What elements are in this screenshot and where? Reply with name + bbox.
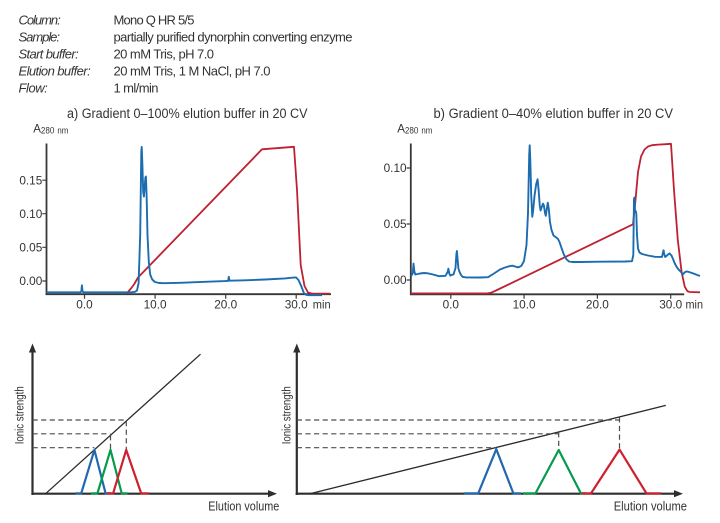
svg-text:0.15: 0.15: [19, 173, 42, 187]
svg-text:Sample:: Sample:: [19, 29, 61, 44]
svg-text:Flow:: Flow:: [19, 81, 49, 96]
svg-text:0.00: 0.00: [19, 274, 42, 288]
svg-text:min: min: [313, 297, 331, 311]
svg-text:0.0: 0.0: [443, 297, 460, 311]
svg-text:30.0: 30.0: [659, 297, 682, 311]
svg-text:10.0: 10.0: [144, 297, 167, 311]
svg-text:min: min: [686, 297, 704, 311]
svg-text:Ionic strength: Ionic strength: [13, 386, 27, 444]
svg-text:Elution volume: Elution volume: [614, 498, 687, 513]
svg-text:20 mM Tris, pH 7.0: 20 mM Tris, pH 7.0: [114, 47, 215, 62]
svg-text:0.05: 0.05: [384, 217, 407, 231]
svg-text:Elution buffer:: Elution buffer:: [19, 64, 92, 79]
svg-text:0.00: 0.00: [384, 273, 407, 287]
svg-text:Mono Q HR 5/5: Mono Q HR 5/5: [114, 12, 195, 27]
svg-text:Elution volume: Elution volume: [208, 498, 279, 513]
svg-text:partially purified dynorphin c: partially purified dynorphin converting …: [114, 29, 353, 44]
svg-text:30.0: 30.0: [285, 297, 308, 311]
svg-text:0.0: 0.0: [76, 297, 93, 311]
svg-text:Column:: Column:: [19, 12, 62, 27]
svg-text:b) Gradient 0–40% elution buff: b) Gradient 0–40% elution buffer in 20 C…: [434, 106, 674, 121]
svg-text:Start buffer:: Start buffer:: [19, 47, 80, 62]
svg-text:a) Gradient 0–100% elution buf: a) Gradient 0–100% elution buffer in 20 …: [67, 106, 308, 121]
svg-text:Ionic strength: Ionic strength: [280, 386, 294, 444]
svg-text:20 mM Tris, 1 M NaCl, pH 7.0: 20 mM Tris, 1 M NaCl, pH 7.0: [114, 64, 271, 79]
svg-text:20.0: 20.0: [214, 297, 237, 311]
svg-text:10.0: 10.0: [513, 297, 536, 311]
svg-text:0.10: 0.10: [19, 207, 42, 221]
svg-text:0.05: 0.05: [19, 241, 42, 255]
svg-text:20.0: 20.0: [586, 297, 609, 311]
svg-text:0.10: 0.10: [384, 161, 407, 175]
svg-text:1 ml/min: 1 ml/min: [114, 81, 159, 96]
